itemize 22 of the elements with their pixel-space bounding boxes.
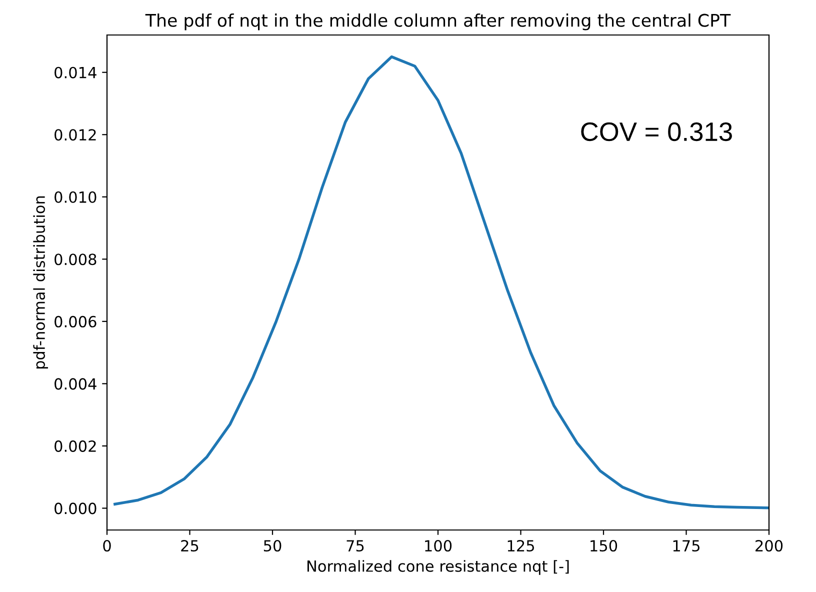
x-tick-label: 100 bbox=[425, 540, 452, 552]
x-tick-label: 0 bbox=[103, 540, 111, 552]
annotation: COV = 0.313 bbox=[581, 122, 732, 142]
x-tick-label: 125 bbox=[508, 540, 534, 552]
y-tick-label: 0.012 bbox=[54, 129, 96, 141]
y-tick-label: 0.002 bbox=[54, 440, 96, 452]
y-tick-label: 0.006 bbox=[54, 316, 96, 328]
x-tick-label: 200 bbox=[756, 540, 783, 552]
y-tick-label: 0.008 bbox=[54, 254, 96, 266]
y-tick-label: 0.000 bbox=[54, 502, 96, 514]
y-axis-title: pdf-normal distribution bbox=[33, 196, 48, 369]
y-tick-label: 0.014 bbox=[54, 66, 96, 78]
x-tick-label: 50 bbox=[264, 540, 282, 552]
chart-title: The pdf of nqt in the middle column after removing the central CPT bbox=[145, 13, 731, 30]
x-axis-title: Normalized cone resistance nqt [-] bbox=[307, 560, 569, 575]
x-tick-label: 150 bbox=[590, 540, 618, 552]
x-tick-label: 75 bbox=[346, 540, 364, 552]
y-tick-label: 0.004 bbox=[54, 378, 96, 390]
x-tick-label: 25 bbox=[181, 540, 198, 552]
line-series bbox=[114, 55, 769, 510]
x-tick-label: 175 bbox=[673, 540, 700, 552]
y-tick-label: 0.010 bbox=[54, 191, 96, 203]
